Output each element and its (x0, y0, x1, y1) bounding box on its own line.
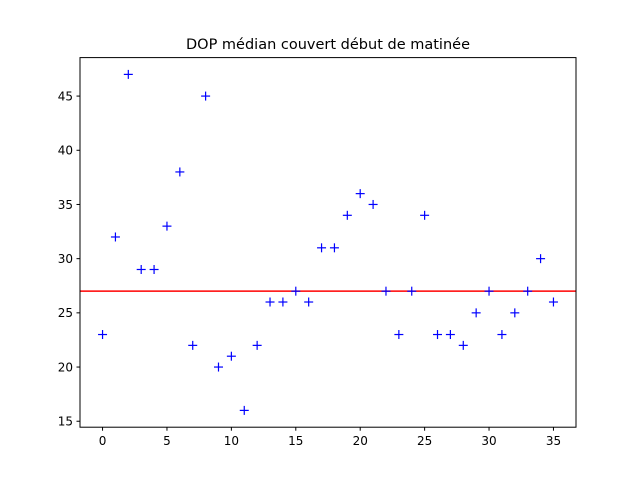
y-tick-label: 30 (58, 252, 73, 266)
data-point (445, 330, 455, 340)
data-point (471, 308, 481, 318)
y-tick-label: 15 (58, 415, 73, 429)
data-point (548, 297, 558, 307)
data-point (407, 286, 417, 296)
plot-area (80, 69, 576, 415)
data-point (239, 405, 249, 415)
data-point (458, 340, 468, 350)
y-tick-label: 25 (58, 306, 73, 320)
data-point (265, 297, 275, 307)
x-tick-label: 30 (481, 434, 496, 448)
data-point (226, 351, 236, 361)
data-point (110, 232, 120, 242)
data-point (201, 91, 211, 101)
y-tick-label: 20 (58, 360, 73, 374)
y-tick-label: 40 (58, 144, 73, 158)
data-point (355, 189, 365, 199)
data-point (98, 330, 108, 340)
y-tick-label: 35 (58, 198, 73, 212)
data-point (175, 167, 185, 177)
data-point (304, 297, 314, 307)
x-tick-label: 20 (353, 434, 368, 448)
data-point (497, 330, 507, 340)
data-point (123, 69, 133, 79)
data-point (188, 340, 198, 350)
y-tick-label: 45 (58, 89, 73, 103)
data-point (162, 221, 172, 231)
chart-title: DOP médian couvert début de matinée (186, 37, 470, 53)
data-point (484, 286, 494, 296)
data-point (149, 264, 159, 274)
x-tick-label: 5 (163, 434, 171, 448)
data-point (510, 308, 520, 318)
axes: 0 5 10 15 20 25 30 35 15 20 25 30 35 40 45 (58, 89, 561, 448)
data-point (329, 243, 339, 253)
data-point (368, 199, 378, 209)
data-point (420, 210, 430, 220)
data-point (278, 297, 288, 307)
x-tick-label: 0 (99, 434, 107, 448)
x-tick-label: 15 (288, 434, 303, 448)
x-tick-label: 35 (546, 434, 561, 448)
data-point (252, 340, 262, 350)
x-tick-label: 25 (417, 434, 432, 448)
data-point (342, 210, 352, 220)
data-point (317, 243, 327, 253)
data-point (433, 330, 443, 340)
x-tick-label: 10 (224, 434, 239, 448)
data-point (291, 286, 301, 296)
data-point (381, 286, 391, 296)
axes-frame (79, 57, 577, 428)
data-point (213, 362, 223, 372)
data-point (536, 254, 546, 264)
data-point (394, 330, 404, 340)
data-point (136, 264, 146, 274)
data-point (523, 286, 533, 296)
